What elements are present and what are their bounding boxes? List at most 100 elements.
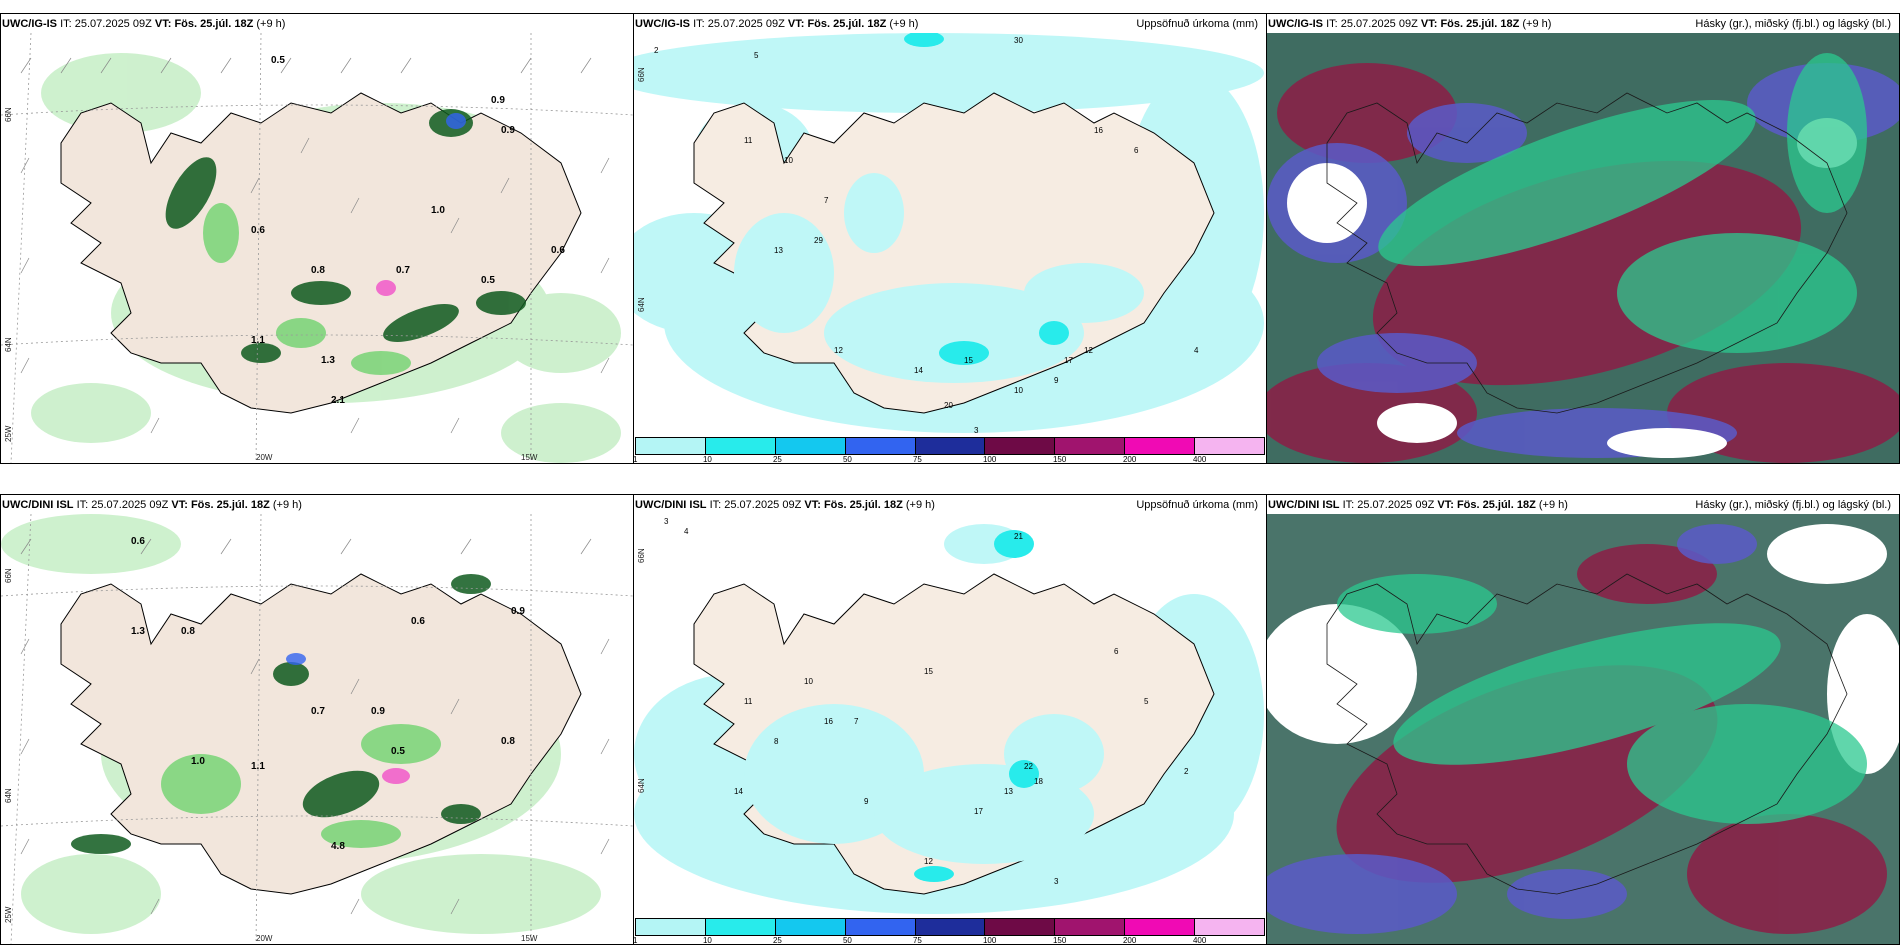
wind-value: 0.9 <box>511 606 525 617</box>
colorbar-label: 10 <box>702 936 712 945</box>
colorbar-swatches <box>635 437 1265 455</box>
colorbar-label: 100 <box>982 936 997 945</box>
it-value: 25.07.2025 09Z <box>74 18 152 30</box>
precip-value: 9 <box>1054 376 1059 385</box>
precip-value: 9 <box>864 797 869 806</box>
colorbar-label: 400 <box>1192 455 1207 464</box>
vt-label: VT: Fös. 25.júl. 18Z <box>787 18 887 30</box>
colorbar-swatch <box>1195 919 1265 935</box>
precip-value: 30 <box>1014 36 1023 45</box>
panel-header: UWC/DINI ISL IT: 25.07.2025 09Z VT: Fös.… <box>1268 499 1895 513</box>
colorbar-label: 75 <box>912 455 922 464</box>
forecast-offset: (+9 h) <box>1522 18 1552 30</box>
forecast-offset: (+9 h) <box>889 18 919 30</box>
colorbar-label: 1 <box>633 455 638 464</box>
vt-label: VT: Fös. 25.júl. 18Z <box>171 499 270 511</box>
panel-bottom-precip: UWC/DINI ISL IT: 25.07.2025 09Z VT: Fös.… <box>633 494 1267 945</box>
it-label: IT: <box>1326 18 1338 30</box>
wind-value: 0.7 <box>311 706 325 717</box>
wind-value: 2.1 <box>331 395 345 406</box>
colorbar-swatch <box>985 919 1056 935</box>
cloud-map[interactable] <box>1267 514 1899 944</box>
colorbar-swatch <box>636 438 706 454</box>
lat-label: 64N <box>4 788 13 803</box>
panel-bottom-wind: UWC/DINI ISL IT: 25.07.2025 09Z VT: Fös.… <box>0 494 634 945</box>
panel-top-clouds: UWC/IG-IS IT: 25.07.2025 09Z VT: Fös. 25… <box>1266 13 1900 464</box>
precip-value: 6 <box>1134 146 1139 155</box>
colorbar-swatch <box>985 438 1056 454</box>
precip-map[interactable]: 4 3 8 10 14 21 7 15 16 22 18 6 12 5 9 17… <box>634 514 1266 914</box>
precip-value: 10 <box>1014 386 1023 395</box>
lat-label: 64N <box>637 297 646 312</box>
colorbar-label: 50 <box>842 936 852 945</box>
vt-label: VT: Fös. 25.júl. 18Z <box>1420 18 1520 30</box>
wind-value: 0.6 <box>251 225 265 236</box>
wind-value: 1.3 <box>131 626 145 637</box>
wind-value: 1.1 <box>251 335 265 346</box>
precip-value: 10 <box>804 677 813 686</box>
cloud-title: Hásky (gr.), miðský (fj.bl.) og lágský (… <box>1695 18 1891 30</box>
panel-header: UWC/IG-IS IT: 25.07.2025 09Z VT: Fös. 25… <box>2 18 629 32</box>
precip-value: 15 <box>964 356 973 365</box>
precip-value: 11 <box>744 136 753 145</box>
forecast-offset: (+9 h) <box>1538 499 1568 511</box>
vt-label: VT: Fös. 25.júl. 18Z <box>154 18 254 30</box>
wind-value: 1.1 <box>251 761 265 772</box>
wind-value: 0.6 <box>551 245 565 256</box>
panel-top-wind: UWC/IG-IS IT: 25.07.2025 09Z VT: Fös. 25… <box>0 13 634 464</box>
model-name: UWC/DINI ISL <box>635 499 707 511</box>
it-label: IT: <box>76 499 89 511</box>
colorbar-label: 100 <box>982 455 997 464</box>
precip-value: 12 <box>924 857 933 866</box>
lat-label: 66N <box>4 568 13 583</box>
forecast-offset: (+9 h) <box>256 18 286 30</box>
wind-value: 1.0 <box>431 205 445 216</box>
model-name: UWC/IG-IS <box>2 18 57 30</box>
colorbar-swatch <box>775 438 846 454</box>
wind-value: 4.8 <box>331 841 345 852</box>
lon-label: 25W <box>4 906 13 923</box>
colorbar-swatch <box>636 919 706 935</box>
panel-bottom-clouds: UWC/DINI ISL IT: 25.07.2025 09Z VT: Fös.… <box>1266 494 1900 945</box>
colorbar-label: 150 <box>1052 936 1067 945</box>
precip-value: 11 <box>744 697 753 706</box>
precip-value: 5 <box>754 51 759 60</box>
it-value: 25.07.2025 09Z <box>91 499 169 511</box>
colorbar-swatch <box>1125 438 1196 454</box>
lon-label: 20W <box>256 934 273 943</box>
vt-label: VT: Fös. 25.júl. 18Z <box>1437 499 1536 511</box>
colorbar-label: 25 <box>772 936 782 945</box>
colorbar-labels: 1 10 25 50 75 100 150 200 400 <box>634 936 1265 945</box>
precip-value: 8 <box>774 737 779 746</box>
precip-value: 3 <box>664 517 669 526</box>
wind-map[interactable]: 0.6 1.3 0.8 1.0 0.7 0.9 0.5 1.1 0.6 4.8 … <box>1 514 633 944</box>
colorbar-labels: 1 10 25 50 75 100 150 200 400 <box>633 455 1265 464</box>
precip-value: 3 <box>1054 877 1059 886</box>
colorbar-swatch <box>775 919 846 935</box>
precip-value: 13 <box>774 246 783 255</box>
wind-value: 0.8 <box>311 265 325 276</box>
precip-value: 13 <box>1004 787 1013 796</box>
precip-title: Uppsöfnuð úrkoma (mm) <box>1136 18 1258 30</box>
precip-value: 5 <box>1144 697 1149 706</box>
wind-value: 0.9 <box>501 125 515 136</box>
colorbar-label: 400 <box>1192 936 1207 945</box>
colorbar-label: 200 <box>1122 936 1137 945</box>
precip-value: 7 <box>854 717 859 726</box>
cloud-map[interactable] <box>1267 33 1899 463</box>
vt-label: VT: Fös. 25.júl. 18Z <box>804 499 903 511</box>
precip-map[interactable]: 2 5 11 10 13 29 7 12 14 20 17 6 3 9 4 12… <box>634 33 1266 433</box>
colorbar-label: 200 <box>1122 455 1137 464</box>
colorbar-swatch <box>705 438 776 454</box>
wind-map[interactable]: 0.5 0.9 1.0 0.6 0.8 0.7 1.1 1.3 2.1 0.9 … <box>1 33 633 463</box>
lat-label: 64N <box>637 778 646 793</box>
lon-label: 20W <box>256 453 273 462</box>
wind-value: 0.7 <box>396 265 410 276</box>
wind-value: 1.0 <box>191 756 205 767</box>
model-name: UWC/DINI ISL <box>1268 499 1340 511</box>
it-label: IT: <box>60 18 72 30</box>
wind-value: 0.9 <box>491 95 505 106</box>
colorbar-swatches <box>635 918 1265 936</box>
precip-title: Uppsöfnuð úrkoma (mm) <box>1136 499 1258 511</box>
precip-value: 29 <box>814 236 823 245</box>
